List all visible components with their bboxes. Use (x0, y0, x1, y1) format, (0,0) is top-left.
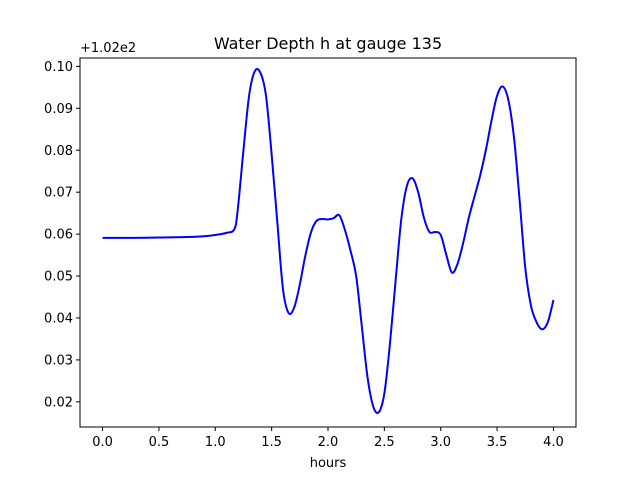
y-tick-label: 0.04 (44, 311, 73, 326)
x-tick-label: 2.0 (318, 435, 339, 450)
series-line-0 (102, 68, 555, 415)
x-tick-label: 4.0 (543, 435, 564, 450)
y-tick-label: 0.09 (44, 102, 73, 117)
y-tick-label: 0.08 (44, 144, 73, 159)
y-tick-label: 0.02 (44, 395, 73, 410)
chart-title: Water Depth h at gauge 135 (214, 34, 442, 53)
x-tick-label: 2.5 (374, 435, 395, 450)
y-tick-label: 0.10 (44, 60, 73, 75)
y-tick-label: 0.07 (44, 186, 73, 201)
y-tick-label: 0.03 (44, 353, 73, 368)
y-tick-label: 0.05 (44, 270, 73, 285)
x-tick-label: 3.5 (487, 435, 508, 450)
x-tick-label: 3.0 (430, 435, 451, 450)
y-offset-text: +1.02e2 (80, 41, 136, 56)
x-tick-label: 1.0 (205, 435, 226, 450)
y-tick-label: 0.06 (44, 228, 73, 243)
x-tick-label: 1.5 (261, 435, 282, 450)
x-tick-label: 0.0 (92, 435, 113, 450)
plot-area: 0.0 0.5 1.0 1.5 2.0 2.5 3.0 3.5 4.0 0.02 0.03 0.04 0… (44, 57, 577, 450)
x-tick-label: 0.5 (149, 435, 170, 450)
x-axis-label: hours (310, 456, 347, 471)
